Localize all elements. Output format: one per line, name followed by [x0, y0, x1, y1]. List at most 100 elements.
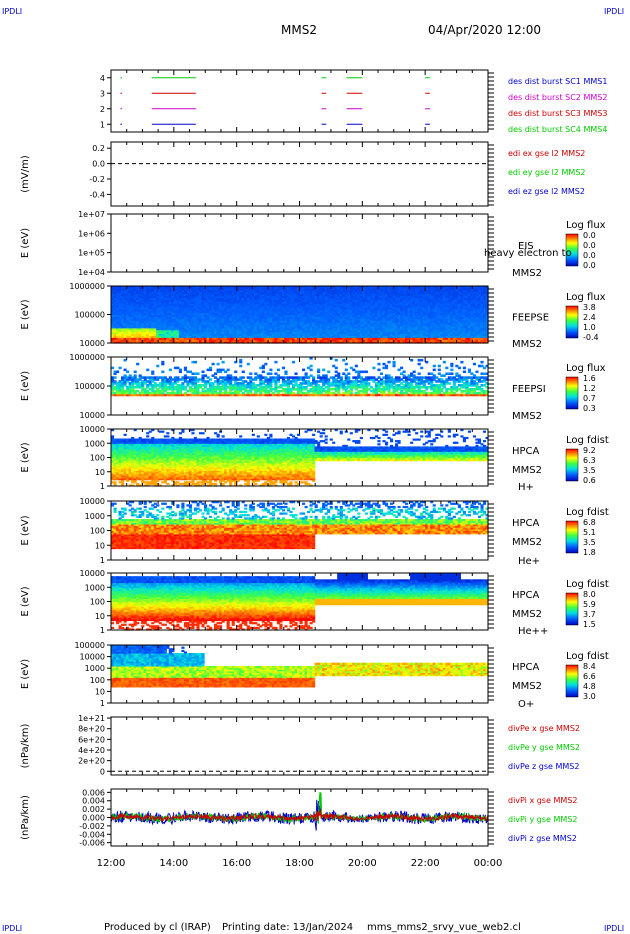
heatmap-cell [176, 286, 180, 289]
heatmap-cell [121, 322, 125, 325]
heatmap-cell [158, 327, 162, 331]
heatmap-cell [196, 305, 200, 308]
heatmap-cell [191, 303, 195, 306]
heatmap-cell [166, 303, 170, 306]
heatmap-cell [161, 322, 165, 325]
colorbar-tick-label: 1.0 [583, 323, 596, 332]
heatmap-cell [158, 335, 162, 338]
heatmap-cell [113, 324, 117, 327]
heatmap-cell [188, 306, 193, 310]
heatmap-cell [221, 320, 225, 323]
heatmap-cell [256, 312, 260, 316]
heatmap-cell [244, 316, 248, 319]
heatmap-cell [196, 322, 200, 325]
heatmap-cell [241, 329, 245, 333]
heatmap-cell [116, 370, 120, 374]
heatmap-cell [214, 310, 218, 314]
heatmap-cell [178, 341, 182, 344]
heatmap-cell [229, 325, 233, 329]
y-tick-label: 1e+05 [78, 249, 105, 258]
heatmap-cell [133, 370, 137, 374]
heatmap-cell [141, 291, 145, 295]
heatmap-cell [224, 303, 228, 306]
heatmap-cell [246, 324, 250, 327]
heatmap-cell [123, 341, 127, 344]
heatmap-cell [254, 312, 258, 316]
heatmap-cell [244, 314, 248, 317]
heatmap-cell [269, 324, 273, 327]
heatmap-cell [136, 314, 140, 317]
heatmap-cell [203, 331, 208, 335]
heatmap-cell [153, 322, 157, 325]
heatmap-cell [141, 297, 145, 300]
heatmap-cell [111, 299, 115, 302]
heatmap-cell [259, 293, 263, 297]
heatmap-cell [244, 318, 248, 321]
heatmap-cell [254, 293, 258, 297]
heatmap-cell [123, 320, 127, 323]
heatmap-cell [219, 312, 223, 316]
heatmap-cell [136, 331, 140, 335]
heatmap-cell [113, 329, 117, 333]
heatmap-cell [209, 341, 213, 344]
heatmap-cell [224, 333, 228, 336]
heatmap-cell [136, 322, 140, 325]
heatmap-cell [234, 320, 238, 323]
heatmap-cell [116, 339, 120, 342]
heatmap-cell [128, 316, 132, 319]
heatmap-cell [231, 297, 235, 300]
heatmap-cell [198, 305, 203, 308]
heatmap-cell [136, 325, 140, 329]
heatmap-cell [171, 339, 175, 342]
heatmap-cell [148, 314, 152, 317]
legend-label: des dist burst SC1 MMS1 [508, 77, 607, 86]
heatmap-cell [244, 337, 248, 340]
heatmap-cell [239, 337, 243, 340]
heatmap-cell [128, 341, 132, 344]
heatmap-cell [133, 295, 137, 298]
heatmap-cell [176, 331, 180, 335]
heatmap-cell [176, 318, 180, 321]
heatmap-cell [236, 303, 240, 306]
heatmap-cell [264, 318, 268, 321]
heatmap-cell [249, 308, 253, 312]
heatmap-cell [231, 287, 235, 291]
heatmap-cell [209, 322, 213, 325]
heatmap-cell [266, 301, 270, 304]
heatmap-cell [214, 331, 218, 335]
heatmap-cell [171, 322, 175, 325]
heatmap-cell [111, 308, 115, 312]
heatmap-cell [266, 299, 270, 302]
heatmap-cell [206, 301, 210, 304]
heatmap-cell [239, 322, 243, 325]
heatmap-cell [203, 305, 208, 308]
heatmap-cell [186, 341, 190, 344]
heatmap-cell [274, 306, 278, 310]
heatmap-cell [191, 295, 195, 298]
heatmap-cell [183, 306, 187, 310]
heatmap-cell [141, 310, 145, 314]
heatmap-cell [244, 303, 248, 306]
heatmap-cell [259, 287, 263, 291]
heatmap-cell [126, 324, 130, 327]
instrument-label: EIS [518, 241, 534, 252]
heatmap-cell [254, 310, 258, 314]
heatmap-cell [256, 306, 260, 310]
heatmap-cell [239, 318, 243, 321]
heatmap-cell [163, 295, 167, 298]
heatmap-cell [229, 308, 233, 312]
heatmap-cell [256, 322, 260, 325]
heatmap-cell [186, 324, 190, 327]
heatmap-cell [271, 295, 275, 298]
heatmap-cell [136, 341, 140, 344]
heatmap-cell [236, 341, 240, 344]
heatmap-cell [254, 339, 258, 342]
heatmap-cell [249, 316, 253, 319]
heatmap-cell [186, 318, 190, 321]
heatmap-cell [276, 341, 280, 344]
heatmap-cell [183, 301, 187, 304]
heatmap-cell [261, 333, 265, 336]
heatmap-cell [111, 312, 115, 316]
heatmap-cell [264, 301, 268, 304]
heatmap-cell [156, 303, 160, 306]
